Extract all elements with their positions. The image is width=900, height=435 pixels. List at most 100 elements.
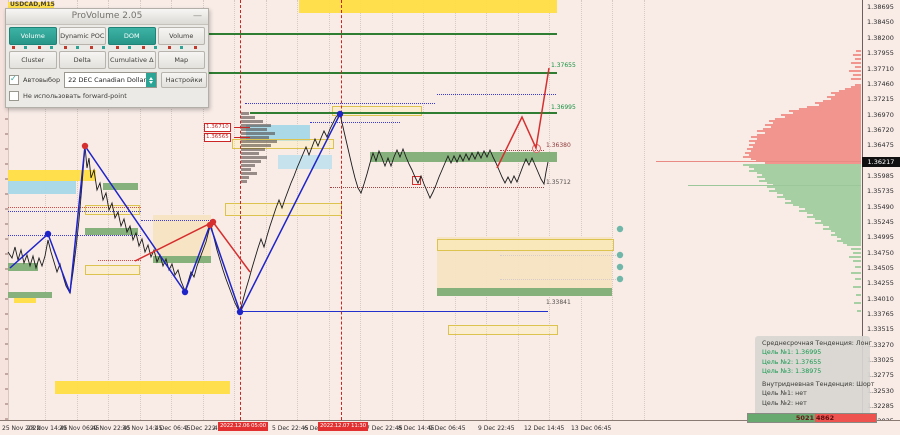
green-level-line bbox=[250, 112, 557, 114]
grid-line bbox=[518, 0, 520, 420]
volume-profile-bar-red bbox=[747, 148, 861, 150]
cumulative-delta-button[interactable]: Cumulative Δ bbox=[108, 51, 156, 69]
price-axis-label: 1.37955 bbox=[867, 49, 894, 57]
delta-button[interactable]: Delta bbox=[58, 51, 106, 69]
price-axis-label: 1.32530 bbox=[867, 387, 894, 395]
price-band bbox=[8, 2, 54, 12]
price-band bbox=[299, 0, 557, 13]
volume-profile-bar-green bbox=[854, 302, 861, 304]
volume-profile-bar-red bbox=[823, 100, 861, 102]
volume-profile-bar-red bbox=[827, 96, 861, 98]
volume-profile-bar-green bbox=[777, 196, 861, 198]
volume-profile-bar-green bbox=[765, 178, 861, 180]
volume-profile-bar-red bbox=[839, 90, 861, 92]
time-axis-label: 29 Nov 06:45 bbox=[59, 425, 100, 432]
poc-price-box: 1.36710 bbox=[204, 123, 231, 132]
blue-dotted-line bbox=[310, 122, 400, 123]
volume-profile-bar-green bbox=[791, 200, 861, 202]
range-profile-bar bbox=[241, 156, 267, 159]
symbol-label: USDCAD,M15 bbox=[10, 1, 55, 8]
darkred-dotted-line bbox=[330, 187, 544, 188]
price-axis-label: 1.34505 bbox=[867, 264, 894, 272]
price-band bbox=[8, 170, 96, 181]
volume-profile-spike-green bbox=[688, 185, 861, 186]
volume-profile-bar-red bbox=[845, 88, 861, 90]
volume-profile-bar-green bbox=[857, 310, 861, 312]
volume-profile-bar-green bbox=[847, 244, 861, 246]
grid-line bbox=[549, 0, 551, 420]
price-axis-label: 1.33025 bbox=[867, 356, 894, 364]
price-axis-label: 1.38695 bbox=[867, 3, 894, 11]
circle-marker bbox=[532, 144, 541, 153]
panel-title: ProVolume 2.05 bbox=[71, 11, 143, 21]
red-dotted-line bbox=[98, 260, 141, 261]
cluster-search-button[interactable]: Cluster Search bbox=[9, 51, 57, 69]
intraday-target-1: Цель №1: нет bbox=[762, 390, 807, 398]
volume-profile-bar-red bbox=[853, 54, 861, 56]
volume-profile-bar-red bbox=[855, 84, 861, 86]
price-axis-label: 1.33765 bbox=[867, 310, 894, 318]
time-axis-label: 9 Dec 22:45 bbox=[478, 425, 515, 432]
volume-profile-bar-green bbox=[855, 278, 861, 280]
chart-price-label: 1.36380 bbox=[546, 142, 571, 149]
volume-profile-bar-green bbox=[749, 166, 861, 168]
midterm-trend-title: Среднесрочная Тенденция: Лонг bbox=[762, 340, 872, 347]
chart-area[interactable]: 1.37655 1.36995 1.36380 1.35712 1.33841 1.367… bbox=[0, 0, 900, 420]
grid-line bbox=[392, 0, 394, 420]
volume-profile-bar-green bbox=[821, 220, 861, 222]
volume-profile-bar-green bbox=[749, 170, 861, 172]
volume-profile-bar-red bbox=[773, 122, 861, 124]
current-price-tag: 1.36217 bbox=[862, 157, 900, 167]
volume-button[interactable]: Volume bbox=[157, 27, 205, 45]
volume-profile-bar-green bbox=[837, 240, 861, 242]
grid-line bbox=[455, 0, 457, 420]
volume-profile-button[interactable]: Volume Profile bbox=[9, 27, 57, 45]
chart-price-label: 1.35712 bbox=[546, 179, 571, 186]
map-button[interactable]: Map bbox=[157, 51, 205, 69]
autoselect-checkbox[interactable] bbox=[9, 74, 19, 85]
price-axis-label: 1.37460 bbox=[867, 80, 894, 88]
volume-profile-bar-red bbox=[765, 124, 861, 126]
volume-profile-bar-red bbox=[799, 108, 861, 110]
midterm-target-2: Цель №2: 1.37655 bbox=[762, 358, 822, 366]
level-box bbox=[437, 239, 614, 251]
contract-select[interactable]: 22 DEC Canadian Dollar bbox=[64, 72, 158, 88]
volume-profile-bar-red bbox=[757, 138, 861, 140]
volume-profile-bar-green bbox=[757, 172, 861, 174]
blue-dotted-line bbox=[141, 220, 213, 221]
dynamic-poc-button[interactable]: Dynamic POC bbox=[58, 27, 106, 45]
volume-profile-bar-green bbox=[853, 286, 861, 288]
volume-profile-bar-green bbox=[807, 216, 861, 218]
time-axis-label: 5 Dec 22:45 bbox=[272, 425, 309, 432]
price-axis-label: 1.35985 bbox=[867, 172, 894, 180]
volume-profile-bar-red bbox=[751, 136, 861, 138]
volume-profile-bar-red bbox=[819, 104, 861, 106]
volume-profile-bar-red bbox=[765, 132, 861, 134]
range-profile-bar bbox=[241, 164, 255, 167]
panel-title-bar[interactable]: ProVolume 2.05 — bbox=[6, 9, 208, 25]
time-axis-label: 8 Dec 14:45 bbox=[398, 425, 435, 432]
volume-profile-bar-red bbox=[785, 116, 861, 118]
blue-dotted-line bbox=[437, 94, 556, 95]
volume-profile-bar-red bbox=[853, 74, 861, 76]
event-vertical-line bbox=[341, 0, 342, 420]
volume-profile-bar-red bbox=[757, 130, 861, 132]
volume-profile-bar-red bbox=[763, 128, 861, 130]
range-profile-bar bbox=[241, 112, 249, 115]
price-band bbox=[103, 183, 138, 190]
level-box bbox=[225, 203, 342, 216]
time-axis-label: 29 Nov 22:45 bbox=[90, 425, 131, 432]
price-axis-label: 1.37215 bbox=[867, 95, 894, 103]
minimize-icon[interactable]: — bbox=[193, 11, 202, 21]
chart-price-label: 1.36995 bbox=[551, 104, 576, 111]
price-axis-label: 1.37710 bbox=[867, 65, 894, 73]
volume-profile-bar-red bbox=[781, 114, 861, 116]
time-axis[interactable]: 25 Nov 2022 28 Nov 14:45 29 Nov 06:45 29 No… bbox=[0, 420, 900, 435]
intraday-target-2: Цель №2: нет bbox=[762, 399, 807, 407]
price-axis-label: 1.36720 bbox=[867, 126, 894, 134]
pivot-dot bbox=[616, 225, 624, 233]
settings-button[interactable]: Настройки bbox=[161, 72, 208, 88]
dom-button[interactable]: DOM bbox=[108, 27, 156, 45]
forward-point-checkbox[interactable] bbox=[9, 91, 19, 101]
spinner-arrows-icon[interactable] bbox=[146, 73, 157, 87]
